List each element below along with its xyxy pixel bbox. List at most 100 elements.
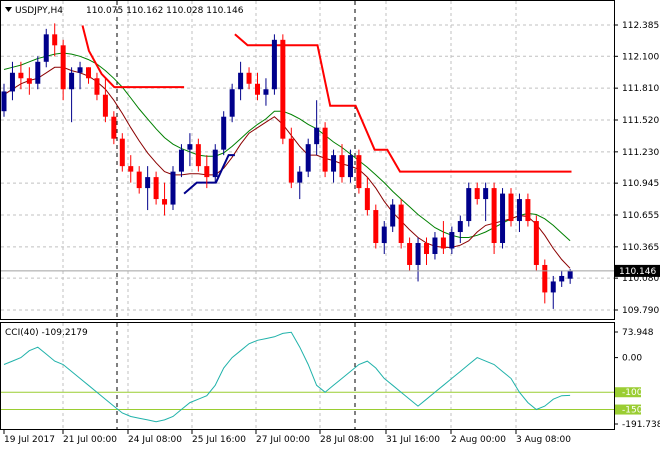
candle-body [229, 89, 235, 117]
candle-body [491, 188, 497, 244]
candle-body [567, 270, 573, 279]
candle-body [347, 155, 353, 178]
candle[interactable] [331, 149, 337, 183]
candle[interactable] [373, 204, 379, 249]
candle-body [246, 72, 252, 84]
time-tick-label: 2 Aug 00:00 [451, 435, 506, 445]
candle[interactable] [297, 166, 303, 200]
candle[interactable] [170, 166, 176, 211]
candle[interactable] [60, 39, 66, 101]
candle[interactable] [474, 182, 480, 205]
candle[interactable] [153, 171, 159, 205]
candle[interactable] [195, 138, 201, 172]
candle[interactable] [407, 237, 413, 271]
candle[interactable] [483, 182, 489, 222]
candle[interactable] [35, 56, 41, 90]
dropdown-triangle-icon[interactable] [5, 7, 12, 12]
candle-body [271, 39, 277, 90]
candle[interactable] [364, 177, 370, 216]
candle[interactable] [432, 232, 438, 260]
candle[interactable] [18, 61, 24, 90]
candle[interactable] [280, 34, 286, 145]
candle[interactable] [229, 83, 235, 123]
candle-body [373, 210, 379, 244]
candle[interactable] [398, 199, 404, 249]
candle[interactable] [136, 166, 142, 194]
candle[interactable] [508, 188, 514, 227]
candle[interactable] [128, 155, 134, 183]
candle[interactable] [111, 111, 117, 145]
candle-body [128, 166, 134, 172]
candle[interactable] [440, 221, 446, 254]
candle-body [516, 199, 522, 222]
candle[interactable] [69, 67, 75, 123]
price-tick-label: 111.520 [622, 116, 659, 126]
candle-body [449, 232, 455, 249]
candle[interactable] [204, 155, 210, 189]
candle-body [162, 199, 168, 205]
candle[interactable] [567, 269, 573, 284]
candle[interactable] [221, 111, 227, 156]
candle[interactable] [94, 72, 100, 101]
candle[interactable] [238, 61, 244, 101]
candle[interactable] [449, 226, 455, 254]
candle[interactable] [77, 61, 83, 90]
candle[interactable] [314, 100, 320, 156]
candle[interactable] [356, 149, 362, 194]
candle[interactable] [305, 138, 311, 178]
candle[interactable] [9, 61, 15, 101]
candle[interactable] [255, 72, 260, 101]
candle-body [457, 221, 463, 233]
current-price-badge: 110.146 [615, 264, 660, 277]
candle[interactable] [491, 182, 497, 254]
candle[interactable] [263, 78, 269, 106]
candle-body [94, 78, 100, 95]
candle[interactable] [381, 221, 387, 254]
candle[interactable] [415, 237, 421, 282]
cci-label: CCI(40) -109.2179 [5, 328, 88, 338]
candle[interactable] [347, 149, 353, 183]
candle[interactable] [102, 78, 108, 123]
candle[interactable] [550, 275, 556, 309]
candle[interactable] [162, 182, 168, 216]
candle[interactable] [212, 144, 218, 183]
cci-indicator [1, 331, 614, 423]
candle[interactable] [516, 193, 522, 233]
candle-body [398, 204, 404, 244]
candle[interactable] [43, 28, 49, 68]
time-tick-label: 27 Jul 00:00 [256, 435, 310, 445]
candle[interactable] [457, 215, 463, 244]
cci-tick-label: 73.948 [622, 328, 654, 338]
candle[interactable] [322, 122, 328, 178]
candle[interactable] [466, 182, 472, 227]
candle-body [195, 144, 201, 167]
time-tick-label: 19 Jul 2017 [4, 435, 55, 445]
candle[interactable] [246, 67, 252, 90]
candle[interactable] [187, 133, 193, 167]
candle[interactable] [390, 199, 396, 233]
candle[interactable] [559, 270, 565, 287]
candle-body [508, 193, 514, 222]
candle[interactable] [339, 144, 345, 183]
cci-level-label: -100 [622, 388, 643, 398]
candle[interactable] [145, 166, 151, 211]
candle[interactable] [1, 83, 7, 117]
candle[interactable] [542, 259, 548, 304]
candle-body [26, 78, 32, 84]
candle[interactable] [525, 193, 531, 227]
candle[interactable] [533, 215, 539, 271]
candle[interactable] [178, 144, 184, 178]
candle-body [322, 127, 328, 172]
candle[interactable] [26, 67, 32, 95]
price-axis: 112.385 112.100 111.810 111.520 111.230 110.9… [614, 21, 659, 316]
candle[interactable] [86, 67, 91, 84]
candle[interactable] [271, 34, 277, 95]
candle-body [288, 138, 294, 183]
candles[interactable] [1, 23, 573, 309]
candle[interactable] [424, 237, 429, 265]
candle[interactable] [52, 23, 58, 57]
candle[interactable] [119, 133, 125, 172]
candle[interactable] [500, 188, 506, 249]
candle[interactable] [288, 127, 294, 189]
